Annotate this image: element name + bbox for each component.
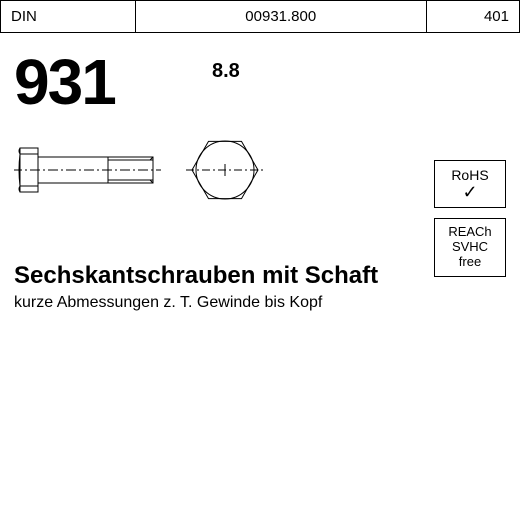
header-left: DIN xyxy=(1,1,136,33)
header-center: 00931.800 xyxy=(135,1,426,33)
standard-number: 931 xyxy=(14,50,115,114)
grade-label: 8.8 xyxy=(212,60,240,83)
header-table: DIN 00931.800 401 xyxy=(0,0,520,33)
reach-line1: REACh xyxy=(437,225,503,240)
check-icon: ✓ xyxy=(437,183,503,201)
bolt-side-view xyxy=(14,140,164,200)
rohs-label: RoHS xyxy=(437,167,503,183)
reach-line2: SVHC xyxy=(437,240,503,255)
reach-badge: REACh SVHC free xyxy=(434,218,506,277)
reach-line3: free xyxy=(437,255,503,270)
rohs-badge: RoHS ✓ xyxy=(434,160,506,208)
header-right: 401 xyxy=(426,1,519,33)
product-title: Sechskantschrauben mit Schaft xyxy=(14,262,378,290)
product-subtitle: kurze Abmessungen z. T. Gewinde bis Kopf xyxy=(14,294,322,312)
bolt-front-view xyxy=(185,130,265,210)
